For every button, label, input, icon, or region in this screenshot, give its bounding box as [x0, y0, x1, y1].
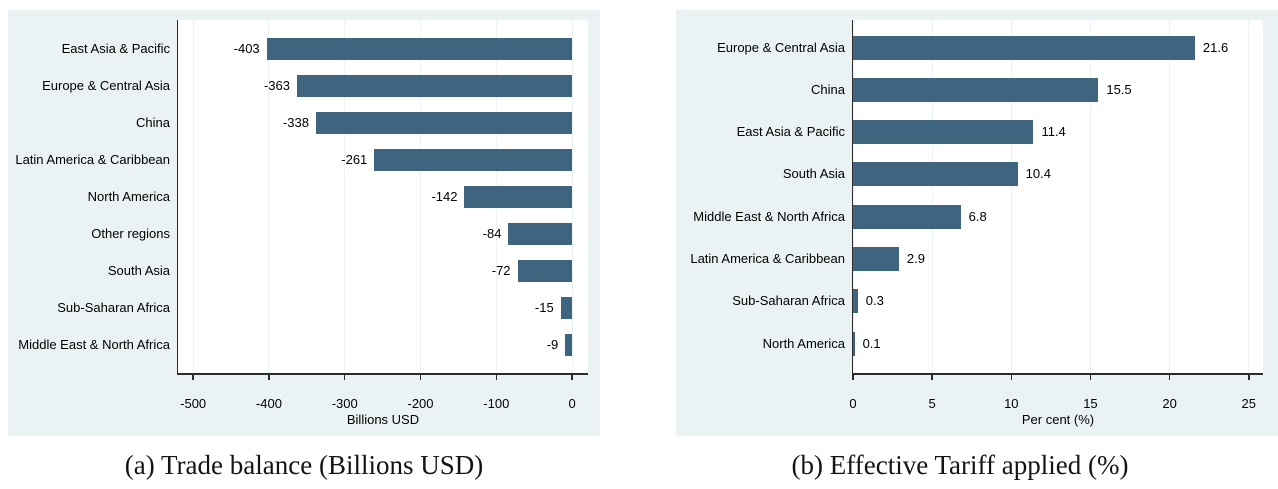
- bar-6: [853, 289, 858, 314]
- category-label-4: Middle East & North Africa: [693, 208, 845, 224]
- value-label-3: 10.4: [1025, 166, 1051, 182]
- gridline-10: [1010, 20, 1012, 373]
- bar-8: [565, 334, 573, 356]
- value-label-7: -15: [534, 300, 554, 315]
- y-axis-line: [176, 20, 178, 375]
- gridline-5: [931, 20, 933, 373]
- gridline--400: [268, 20, 270, 373]
- x-axis-title: Per cent (%): [1021, 412, 1095, 427]
- x-tick-10: [1010, 374, 1013, 380]
- x-tick-label-10: 10: [1004, 396, 1019, 411]
- bar-4: [464, 186, 573, 208]
- category-label-8: Middle East & North Africa: [18, 337, 170, 352]
- value-label-1: -363: [263, 78, 290, 93]
- gridline--300: [344, 20, 346, 373]
- bar-2: [853, 120, 1034, 145]
- x-axis-line: [176, 373, 588, 375]
- bar-3: [853, 162, 1018, 187]
- x-tick-20: [1168, 374, 1171, 380]
- x-tick-15: [1089, 374, 1092, 380]
- x-tick--300: [343, 374, 346, 380]
- value-label-2: -338: [282, 115, 309, 130]
- category-label-5: Latin America & Caribbean: [690, 251, 845, 266]
- x-tick-25: [1248, 374, 1250, 380]
- bar-1: [296, 75, 573, 97]
- category-label-7: North America: [762, 335, 845, 351]
- x-tick-label-15: 15: [1083, 396, 1098, 411]
- gridline--200: [420, 20, 421, 373]
- x-tick-label-0: 0: [849, 396, 857, 411]
- bar-1: [853, 77, 1099, 102]
- category-label-2: East Asia & Pacific: [736, 124, 845, 140]
- gridline-0: [571, 20, 573, 373]
- value-label-7: 0.1: [862, 335, 881, 351]
- category-label-7: Sub-Saharan Africa: [57, 300, 170, 315]
- x-tick-label-25: 25: [1241, 396, 1256, 411]
- value-label-1: 15.5: [1106, 81, 1132, 97]
- x-tick--500: [192, 374, 194, 380]
- gridline-20: [1169, 20, 1171, 373]
- x-axis-title: Billions USD: [346, 412, 420, 427]
- category-label-1: China: [811, 81, 845, 97]
- bar-4: [853, 204, 961, 229]
- bar-0: [853, 35, 1195, 60]
- gridline-15: [1089, 20, 1091, 373]
- bar-2: [315, 112, 573, 134]
- category-label-2: China: [136, 115, 170, 130]
- x-tick-0: [852, 374, 854, 380]
- x-tick-5: [931, 374, 933, 380]
- x-tick-label--400: -400: [255, 396, 282, 411]
- bar-0: [266, 38, 573, 60]
- value-label-3: -261: [341, 152, 368, 167]
- effective-tariff-chart: 21.6 Europe & Central Asia 15.5 China 11.4 Ea…: [676, 10, 1278, 436]
- x-tick-0: [571, 374, 573, 380]
- value-label-6: 0.3: [865, 293, 884, 309]
- bar-6: [517, 260, 573, 282]
- x-tick-label-5: 5: [928, 396, 936, 411]
- category-label-1: Europe & Central Asia: [42, 78, 170, 93]
- category-label-0: East Asia & Pacific: [61, 41, 170, 56]
- plot-area: [853, 20, 1263, 373]
- value-label-2: 11.4: [1041, 124, 1066, 140]
- x-axis-line: [851, 373, 1263, 375]
- gridline-0: [852, 20, 854, 373]
- value-label-0: 21.6: [1202, 39, 1229, 55]
- x-tick-label--100: -100: [483, 396, 510, 411]
- x-tick--100: [495, 374, 498, 380]
- x-tick-label-20: 20: [1162, 396, 1177, 411]
- gridline-25: [1248, 20, 1250, 373]
- bar-7: [853, 331, 855, 356]
- value-label-4: 6.8: [968, 208, 987, 224]
- y-axis-line: [851, 20, 853, 375]
- x-tick-label--500: -500: [180, 396, 207, 411]
- value-label-4: -142: [431, 189, 458, 204]
- category-label-3: South Asia: [782, 166, 845, 182]
- category-label-5: Other regions: [91, 226, 170, 241]
- bar-5: [508, 223, 573, 245]
- category-label-4: North America: [87, 189, 170, 204]
- category-label-6: South Asia: [107, 263, 170, 278]
- value-label-5: 2.9: [906, 251, 925, 266]
- trade-balance-chart: -403 East Asia & Pacific -363 Europe & Cent…: [8, 10, 600, 436]
- bar-3: [374, 149, 573, 171]
- caption-effective-tariff: (b) Effective Tariff applied (%): [791, 450, 1129, 480]
- x-tick-label--200: -200: [407, 396, 434, 411]
- bar-7: [560, 297, 573, 319]
- category-label-0: Europe & Central Asia: [717, 39, 845, 55]
- x-tick-label--300: -300: [331, 396, 358, 411]
- value-label-8: -9: [546, 337, 559, 352]
- category-label-6: Sub-Saharan Africa: [732, 293, 845, 309]
- x-tick--200: [419, 374, 422, 380]
- value-label-5: -84: [482, 226, 502, 241]
- category-label-3: Latin America & Caribbean: [15, 152, 170, 167]
- value-label-6: -72: [491, 263, 511, 278]
- gridline--500: [192, 20, 194, 373]
- caption-trade-balance: (a) Trade balance (Billions USD): [124, 450, 484, 480]
- value-label-0: -403: [233, 41, 260, 56]
- x-tick--400: [268, 374, 270, 380]
- x-tick-label-0: 0: [568, 396, 576, 411]
- bar-5: [853, 247, 899, 271]
